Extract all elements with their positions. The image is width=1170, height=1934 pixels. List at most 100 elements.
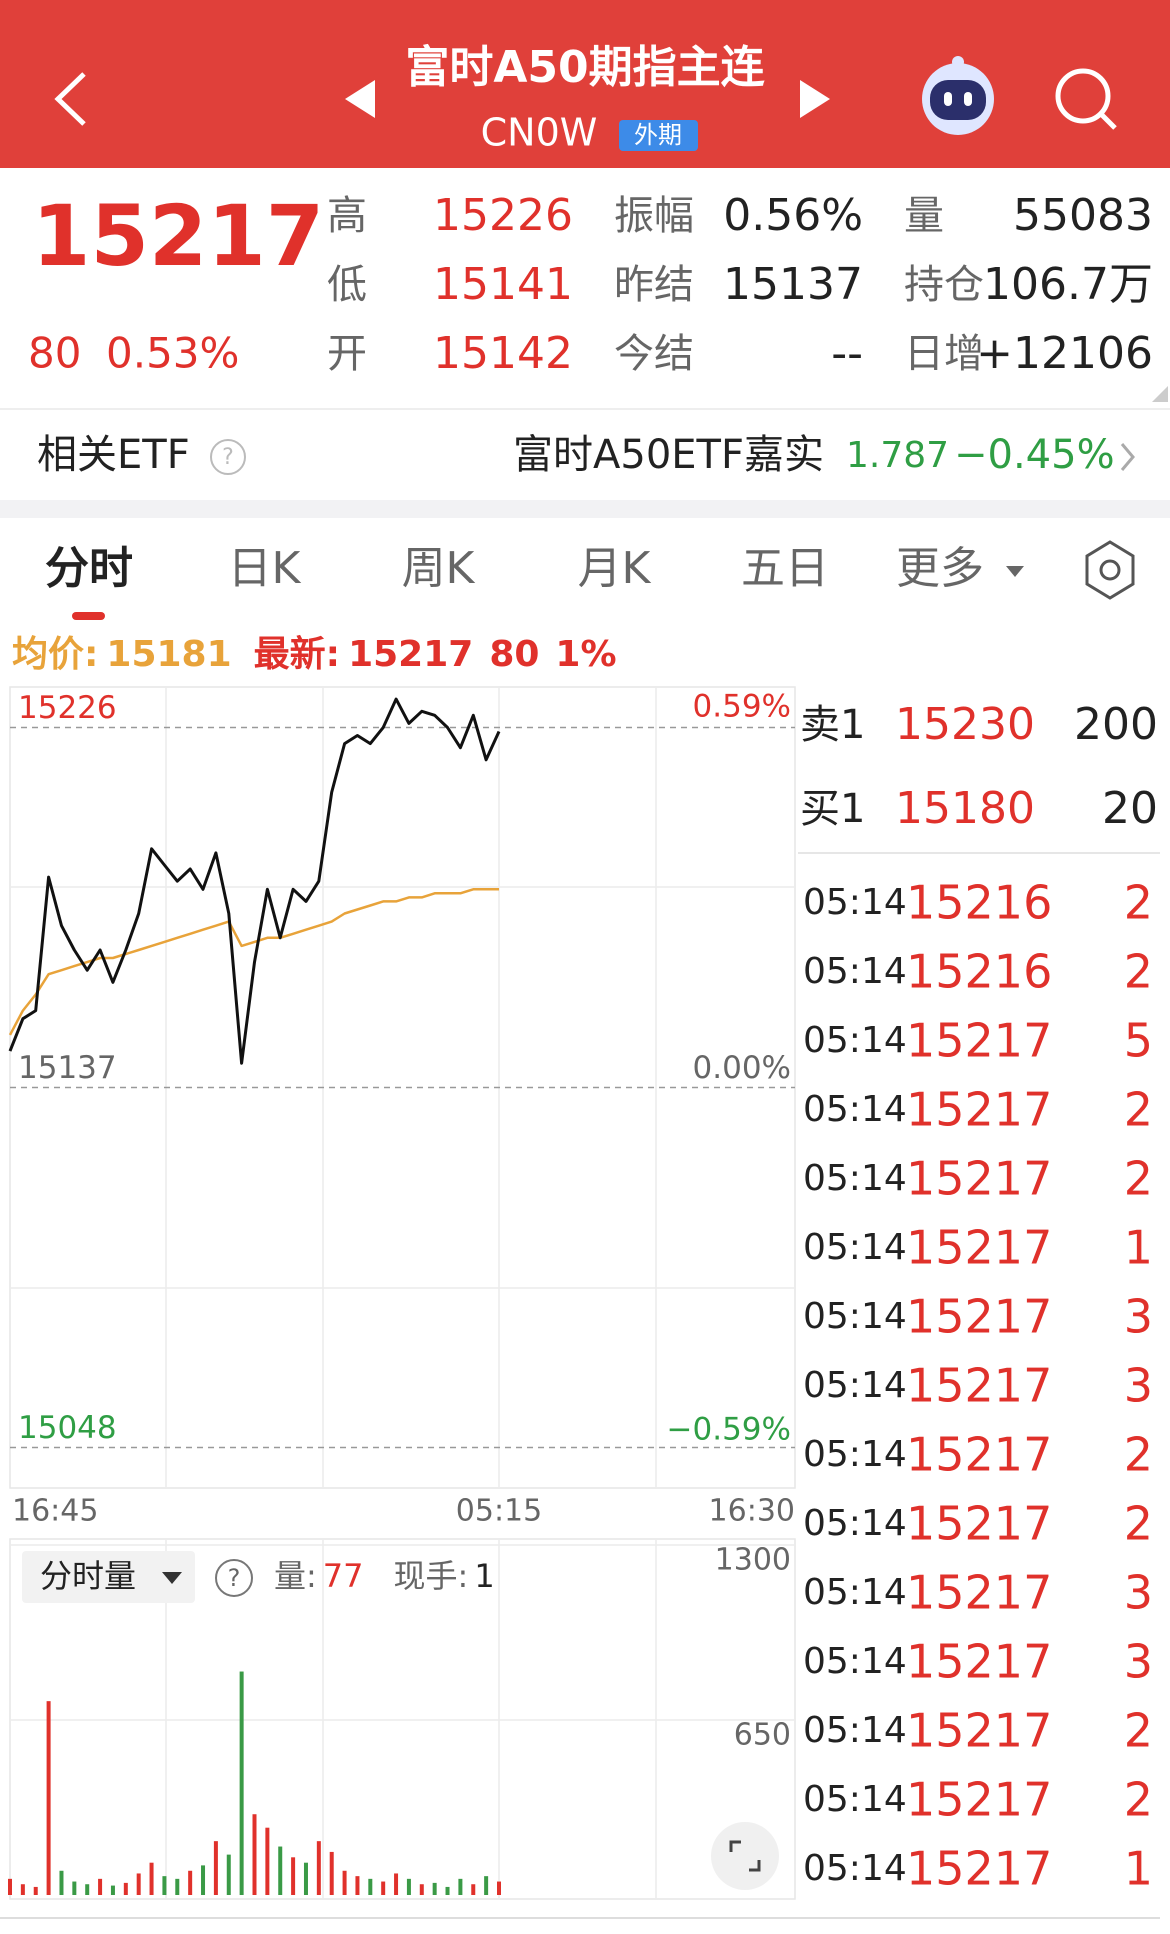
y-tick-label: 15137 bbox=[18, 1050, 117, 1086]
stat-value: +12106 bbox=[976, 328, 1153, 379]
volume-bar bbox=[59, 1870, 64, 1895]
volume-bar bbox=[213, 1841, 218, 1895]
stat-value: 15142 bbox=[433, 328, 573, 379]
trade-volume: 2 bbox=[1124, 1704, 1153, 1758]
info-line: 均价: 15181 最新: 15217 80 1% bbox=[12, 634, 617, 675]
badge-text: 外期 bbox=[634, 121, 682, 149]
trades: 05:14 15216 205:14 15216 205:14 15217 505:14 15… bbox=[803, 876, 1153, 1896]
change-pct: 0.53% bbox=[106, 329, 239, 378]
volume-chart: 1300 650 bbox=[8, 1543, 795, 1895]
settings-icon-dot bbox=[1099, 559, 1121, 581]
y2-tick-label: 0.59% bbox=[693, 689, 791, 725]
price-line bbox=[8, 697, 501, 1065]
volume-bar bbox=[123, 1882, 128, 1895]
title: 富时A50期指主连 bbox=[405, 42, 764, 93]
volume-dropdown[interactable] bbox=[22, 1551, 195, 1603]
volume-bar bbox=[33, 1886, 38, 1895]
volume-bar bbox=[239, 1671, 244, 1895]
stat-label: 低 bbox=[327, 262, 367, 308]
help-icon[interactable]: ? bbox=[210, 439, 246, 475]
fullscreen-button[interactable] bbox=[711, 1822, 779, 1890]
gap bbox=[0, 500, 1170, 518]
x-tick-label: 16:45 bbox=[12, 1494, 98, 1529]
settings-icon[interactable] bbox=[1085, 540, 1135, 600]
trade-time: 05:14 bbox=[803, 1779, 907, 1820]
next-button[interactable] bbox=[800, 80, 830, 118]
order-book: 卖1 15230 200 买1 15180 20 bbox=[800, 699, 1158, 834]
volume-tick-label: 650 bbox=[734, 1718, 791, 1753]
tab[interactable]: 月K bbox=[578, 543, 652, 594]
stat-value: -- bbox=[831, 328, 863, 379]
volume-help[interactable]: ? bbox=[215, 1559, 253, 1597]
badge bbox=[619, 120, 698, 151]
last-price: 15217 bbox=[32, 187, 324, 285]
chart-vgrid bbox=[10, 687, 795, 1488]
volume-bar bbox=[265, 1827, 270, 1895]
trade-time: 05:14 bbox=[803, 951, 907, 992]
etf-chevron[interactable] bbox=[1120, 443, 1135, 471]
tab[interactable]: 五日 bbox=[741, 543, 829, 594]
tab[interactable]: 更多 bbox=[896, 543, 984, 594]
latest-change: 80 bbox=[489, 634, 539, 675]
assistant-icon[interactable] bbox=[922, 56, 994, 135]
stats: 高 15226 振幅 0.56% 量 55083 低 15141 昨结 15137 持仓 106.7万… bbox=[327, 190, 1153, 379]
code: CN0W bbox=[481, 111, 598, 155]
volume-bar bbox=[20, 1884, 25, 1895]
stat-label: 持仓 bbox=[904, 262, 984, 308]
volume-bar bbox=[406, 1878, 411, 1895]
stat-value: 106.7万 bbox=[983, 259, 1153, 310]
trade-volume: 2 bbox=[1124, 1152, 1153, 1206]
book-price: 15180 bbox=[895, 783, 1035, 834]
trade-volume: 5 bbox=[1124, 1014, 1153, 1068]
svg-text:?: ? bbox=[222, 445, 234, 470]
trade-volume: 2 bbox=[1124, 945, 1153, 999]
trade-price: 15217 bbox=[906, 1428, 1052, 1482]
change: 80 bbox=[28, 329, 81, 378]
stat-label: 量 bbox=[904, 193, 944, 239]
trade-price: 15217 bbox=[906, 1842, 1052, 1896]
stat-label: 今结 bbox=[614, 331, 694, 377]
back-button[interactable] bbox=[54, 72, 86, 126]
volume-bar bbox=[149, 1862, 154, 1895]
search-icon[interactable] bbox=[1055, 68, 1117, 130]
book-volume: 20 bbox=[1102, 783, 1158, 834]
x-tick-label: 16:30 bbox=[709, 1494, 795, 1529]
volume-bar bbox=[303, 1862, 308, 1895]
volume-bar bbox=[98, 1878, 103, 1895]
corner bbox=[1152, 386, 1168, 402]
book-label: 买1 bbox=[800, 786, 865, 832]
trade-time: 05:14 bbox=[803, 1020, 907, 1061]
stat-value: 55083 bbox=[1013, 190, 1153, 241]
y2-tick-label: −0.59% bbox=[667, 1411, 791, 1447]
trade-volume: 1 bbox=[1124, 1221, 1153, 1275]
tab[interactable]: 周K bbox=[402, 543, 476, 594]
tabs: 分时 日K 周K 月K 五日 更多 bbox=[45, 543, 1024, 594]
tab[interactable]: 分时 bbox=[45, 543, 133, 594]
trade-price: 15217 bbox=[906, 1773, 1052, 1827]
volume-label: 量: bbox=[274, 1557, 317, 1595]
stat-label: 振幅 bbox=[614, 193, 694, 239]
book-volume: 200 bbox=[1074, 699, 1158, 750]
avg-value: 15181 bbox=[106, 634, 231, 675]
trade-time: 05:14 bbox=[803, 1296, 907, 1337]
volume-bar bbox=[291, 1857, 296, 1895]
prev-button[interactable] bbox=[345, 80, 375, 118]
trade-volume: 3 bbox=[1124, 1290, 1153, 1344]
tab[interactable]: 日K bbox=[228, 543, 302, 594]
trade-time: 05:14 bbox=[803, 1572, 907, 1613]
price-chart: 15226 15137 15048 0.59% 0.00% −0.59% 16:45 05:1… bbox=[8, 689, 795, 1529]
stat-label: 高 bbox=[327, 193, 367, 239]
stat-value: 15226 bbox=[433, 190, 573, 241]
volume-bar bbox=[8, 1878, 12, 1895]
svg-text:?: ? bbox=[228, 1564, 241, 1592]
trade-price: 15217 bbox=[906, 1497, 1052, 1551]
etf-name[interactable]: 富时A50ETF嘉实 bbox=[513, 432, 824, 478]
volume-bar bbox=[329, 1851, 334, 1895]
trade-time: 05:14 bbox=[803, 1227, 907, 1268]
volume-bar bbox=[72, 1881, 77, 1895]
volume-bar bbox=[432, 1882, 437, 1895]
hand-value: 1 bbox=[474, 1557, 494, 1595]
volume-bar bbox=[394, 1873, 399, 1895]
trade-volume: 3 bbox=[1124, 1359, 1153, 1413]
